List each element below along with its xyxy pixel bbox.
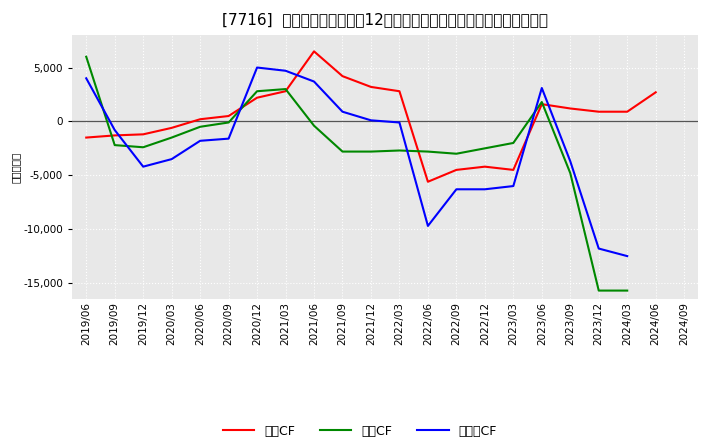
投資CF bbox=[537, 99, 546, 105]
Legend: 営業CF, 投資CF, フリーCF: 営業CF, 投資CF, フリーCF bbox=[218, 420, 502, 440]
投資CF bbox=[509, 140, 518, 146]
フリーCF bbox=[282, 68, 290, 73]
Line: フリーCF: フリーCF bbox=[86, 67, 627, 256]
フリーCF bbox=[452, 187, 461, 192]
営業CF bbox=[82, 135, 91, 140]
Title: [7716]  キャッシュフローの12か月移動合計の対前年同期増減額の推移: [7716] キャッシュフローの12か月移動合計の対前年同期増減額の推移 bbox=[222, 12, 548, 27]
営業CF bbox=[310, 49, 318, 54]
投資CF bbox=[395, 148, 404, 153]
フリーCF bbox=[480, 187, 489, 192]
営業CF bbox=[225, 114, 233, 119]
フリーCF bbox=[310, 79, 318, 84]
営業CF bbox=[338, 73, 347, 79]
営業CF bbox=[452, 167, 461, 172]
フリーCF bbox=[509, 183, 518, 189]
投資CF bbox=[452, 151, 461, 156]
営業CF bbox=[509, 167, 518, 172]
営業CF bbox=[423, 179, 432, 184]
フリーCF bbox=[395, 120, 404, 125]
投資CF bbox=[110, 143, 119, 148]
営業CF bbox=[196, 117, 204, 122]
営業CF bbox=[282, 88, 290, 94]
投資CF bbox=[623, 288, 631, 293]
投資CF bbox=[310, 123, 318, 128]
フリーCF bbox=[139, 164, 148, 169]
フリーCF bbox=[423, 223, 432, 228]
投資CF bbox=[139, 145, 148, 150]
営業CF bbox=[595, 109, 603, 114]
投資CF bbox=[338, 149, 347, 154]
フリーCF bbox=[366, 117, 375, 123]
営業CF bbox=[253, 95, 261, 100]
フリーCF bbox=[110, 128, 119, 133]
投資CF bbox=[480, 146, 489, 151]
フリーCF bbox=[225, 136, 233, 141]
フリーCF bbox=[537, 85, 546, 91]
投資CF bbox=[82, 54, 91, 59]
投資CF bbox=[423, 149, 432, 154]
フリーCF bbox=[253, 65, 261, 70]
営業CF bbox=[652, 90, 660, 95]
営業CF bbox=[623, 109, 631, 114]
Y-axis label: （百万円）: （百万円） bbox=[10, 151, 20, 183]
投資CF bbox=[225, 120, 233, 125]
投資CF bbox=[566, 170, 575, 176]
投資CF bbox=[167, 135, 176, 140]
営業CF bbox=[537, 102, 546, 107]
投資CF bbox=[282, 86, 290, 92]
フリーCF bbox=[196, 138, 204, 143]
営業CF bbox=[566, 106, 575, 111]
フリーCF bbox=[623, 253, 631, 259]
営業CF bbox=[139, 132, 148, 137]
フリーCF bbox=[566, 159, 575, 164]
投資CF bbox=[595, 288, 603, 293]
投資CF bbox=[366, 149, 375, 154]
フリーCF bbox=[595, 246, 603, 251]
営業CF bbox=[480, 164, 489, 169]
Line: 営業CF: 営業CF bbox=[86, 51, 656, 182]
フリーCF bbox=[167, 157, 176, 162]
フリーCF bbox=[338, 109, 347, 114]
投資CF bbox=[196, 124, 204, 129]
Line: 投資CF: 投資CF bbox=[86, 57, 627, 290]
営業CF bbox=[167, 125, 176, 131]
営業CF bbox=[110, 133, 119, 138]
投資CF bbox=[253, 88, 261, 94]
営業CF bbox=[366, 84, 375, 90]
フリーCF bbox=[82, 76, 91, 81]
営業CF bbox=[395, 88, 404, 94]
